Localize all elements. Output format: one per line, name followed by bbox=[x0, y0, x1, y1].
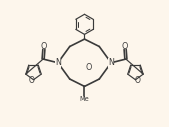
Text: N: N bbox=[55, 58, 61, 67]
Text: O: O bbox=[28, 76, 34, 85]
Text: O: O bbox=[135, 76, 141, 85]
Text: O: O bbox=[85, 63, 91, 72]
Text: Me: Me bbox=[80, 96, 89, 102]
Text: O: O bbox=[41, 42, 47, 51]
Text: N: N bbox=[108, 58, 114, 67]
Text: O: O bbox=[122, 42, 128, 51]
